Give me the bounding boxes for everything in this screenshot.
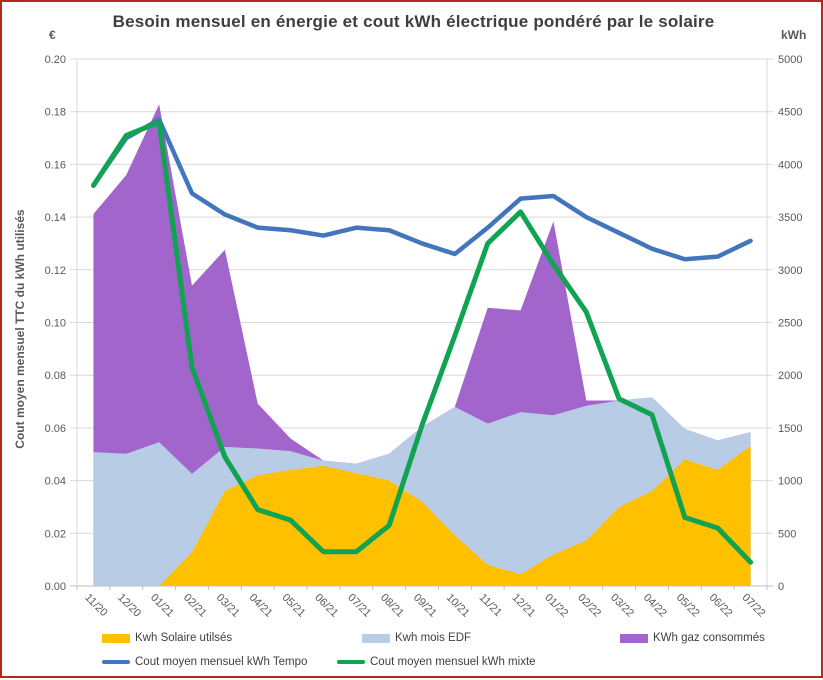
legend-swatch-line-icon [102, 660, 130, 664]
svg-text:0.20: 0.20 [45, 54, 66, 66]
line-cout-mixte [90, 119, 754, 565]
svg-text:1000: 1000 [778, 476, 802, 488]
legend-item-0[interactable]: Kwh Solaire utilsés [102, 632, 232, 644]
svg-text:0.06: 0.06 [45, 423, 66, 435]
svg-text:0: 0 [778, 581, 784, 593]
legend-swatch-area-icon [102, 633, 130, 643]
svg-text:11/20: 11/20 [82, 592, 109, 619]
legend-item-3[interactable]: Cout moyen mensuel kWh Tempo [102, 656, 307, 668]
svg-text:2500: 2500 [778, 318, 802, 330]
svg-text:01/22: 01/22 [542, 592, 570, 620]
line-cout-tempo [91, 117, 753, 262]
svg-text:02/22: 02/22 [575, 592, 603, 620]
left-axis-tick-labels: 0.00 0.02 0.04 0.06 0.08 0.10 0.12 0.14 0.16 0.18… [45, 54, 66, 593]
svg-text:12/20: 12/20 [115, 592, 143, 620]
legend-swatch-area-icon [620, 633, 648, 643]
svg-text:05/21: 05/21 [279, 592, 307, 620]
svg-text:03/22: 03/22 [608, 592, 636, 620]
svg-text:0.02: 0.02 [45, 528, 66, 540]
svg-text:06/22: 06/22 [707, 592, 735, 620]
svg-text:05/22: 05/22 [674, 592, 702, 620]
left-axis-unit-label: € [49, 28, 56, 42]
svg-text:09/21: 09/21 [411, 592, 439, 620]
right-axis-unit-label: kWh [781, 28, 807, 42]
svg-text:0.16: 0.16 [45, 159, 66, 171]
svg-text:4000: 4000 [778, 159, 802, 171]
svg-text:0.00: 0.00 [45, 581, 66, 593]
area-solaire-utilises [93, 445, 751, 586]
svg-text:500: 500 [778, 528, 796, 540]
svg-text:04/21: 04/21 [247, 592, 275, 620]
svg-text:02/21: 02/21 [181, 592, 209, 620]
legend-item-2[interactable]: KWh gaz consommés [620, 632, 765, 644]
svg-text:3000: 3000 [778, 265, 802, 277]
svg-text:3500: 3500 [778, 212, 802, 224]
svg-text:03/21: 03/21 [214, 592, 242, 620]
svg-text:06/21: 06/21 [312, 592, 340, 620]
legend-swatch-line-icon [337, 660, 365, 664]
svg-text:5000: 5000 [778, 54, 802, 66]
right-axis-tick-labels: 0 500 1000 1500 2000 2500 3000 3500 4000 4500 5000 [778, 54, 802, 593]
svg-text:10/21: 10/21 [444, 592, 472, 620]
svg-text:2000: 2000 [778, 370, 802, 382]
legend-item-1[interactable]: Kwh mois EDF [362, 632, 471, 644]
svg-text:01/21: 01/21 [148, 592, 176, 620]
svg-text:04/22: 04/22 [641, 592, 669, 620]
svg-text:07/21: 07/21 [345, 592, 373, 620]
legend-item-4[interactable]: Cout moyen mensuel kWh mixte [337, 656, 536, 668]
svg-text:0.04: 0.04 [45, 476, 66, 488]
svg-text:0.14: 0.14 [45, 212, 66, 224]
svg-text:11/21: 11/21 [477, 592, 504, 619]
svg-text:08/21: 08/21 [378, 592, 406, 620]
legend-label: Cout moyen mensuel kWh Tempo [135, 656, 308, 668]
legend-label: Cout moyen mensuel kWh mixte [370, 656, 536, 668]
legend-label: Kwh Solaire utilsés [135, 632, 233, 644]
legend-label: Kwh mois EDF [395, 632, 472, 644]
svg-text:07/22: 07/22 [739, 592, 767, 620]
svg-text:0.18: 0.18 [45, 107, 66, 119]
svg-text:0.08: 0.08 [45, 370, 66, 382]
svg-text:4500: 4500 [778, 107, 802, 119]
svg-text:0.12: 0.12 [45, 265, 66, 277]
svg-text:12/21: 12/21 [509, 592, 537, 620]
svg-text:0.10: 0.10 [45, 318, 66, 330]
chart-title: Besoin mensuel en énergie et cout kWh él… [112, 12, 715, 31]
legend-swatch-area-icon [362, 633, 390, 643]
legend-label: KWh gaz consommés [653, 632, 765, 644]
svg-text:1500: 1500 [778, 423, 802, 435]
x-axis-tick-labels: 11/20 12/20 01/21 02/21 03/21 04/21 05/21 06/21… [82, 592, 767, 620]
axes [70, 59, 773, 590]
